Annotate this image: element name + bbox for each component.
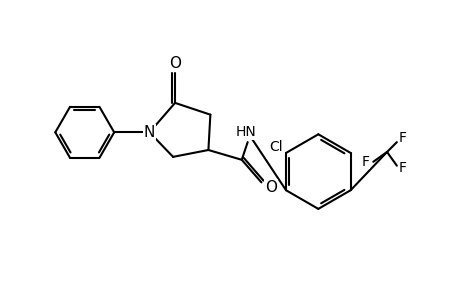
Text: O: O <box>168 56 181 71</box>
Text: F: F <box>361 155 369 169</box>
Text: O: O <box>265 180 277 195</box>
Text: N: N <box>144 125 155 140</box>
Text: Cl: Cl <box>269 140 282 154</box>
Text: F: F <box>398 131 406 145</box>
Text: F: F <box>398 161 406 175</box>
Text: HN: HN <box>235 125 256 139</box>
